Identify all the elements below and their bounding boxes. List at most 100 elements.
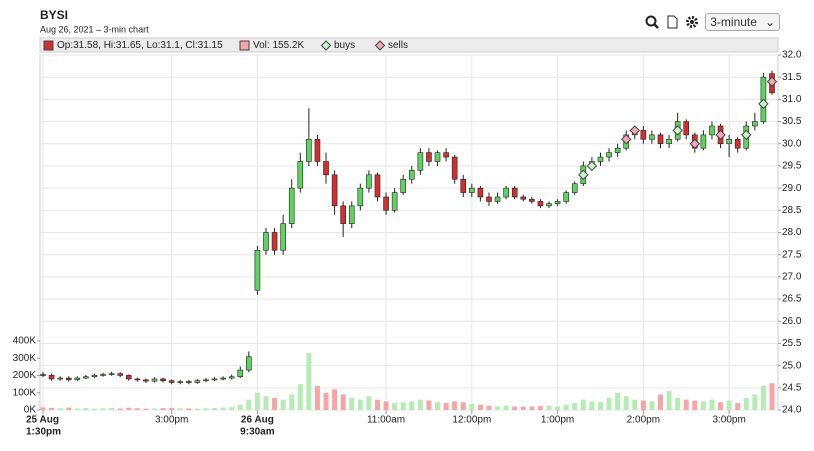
volume-bar [314, 385, 320, 410]
candle-body [65, 377, 72, 381]
volume-bar [503, 405, 509, 410]
volume-bar [743, 397, 749, 410]
candle-body [348, 205, 355, 224]
volume-bar [529, 406, 535, 410]
volume-bar [83, 408, 89, 410]
candle-body [391, 192, 398, 211]
candle-body [246, 356, 252, 371]
volume-bar [400, 402, 406, 410]
candle-body [108, 373, 115, 375]
y-tick-label: 26.5 [782, 294, 802, 305]
volume-bar [109, 407, 115, 410]
y-tick-label: 27.0 [782, 272, 802, 283]
y-tick-label: 27.5 [782, 249, 802, 260]
trade-marker [741, 129, 752, 141]
candle-body [203, 379, 209, 382]
candle-body [125, 375, 132, 380]
volume-bar [649, 401, 655, 410]
candle-body [366, 174, 372, 189]
volume-bar [340, 394, 346, 410]
volume-bar [615, 392, 621, 410]
volume-bar [735, 403, 741, 410]
candle-body [683, 121, 690, 136]
volume-bar [383, 401, 389, 410]
candle-body [640, 130, 647, 140]
volume-bar [435, 402, 441, 410]
volume-bar [675, 397, 681, 410]
trade-marker [586, 160, 598, 172]
candle-body [606, 152, 612, 158]
volume-bar [572, 403, 578, 410]
x-tick-sublabel: 1:30pm [26, 427, 61, 438]
interval-select[interactable]: 3-minute ⌄ [705, 13, 780, 31]
candle-body [194, 380, 201, 383]
y-tick-label: 25.5 [782, 338, 802, 349]
volume-bar [658, 394, 664, 410]
candle-body [143, 379, 149, 382]
volume-bar [486, 405, 492, 410]
volume-bar [151, 408, 157, 410]
trade-marker [715, 129, 726, 141]
volume-bar [203, 408, 209, 410]
volume-bar [443, 403, 449, 410]
zoom-icon[interactable] [645, 15, 660, 29]
x-tick-label: 3:00pm [712, 415, 745, 426]
x-tick-label: 1:00pm [541, 415, 574, 426]
y-tick-label: 29.5 [782, 161, 802, 172]
candle-body [340, 205, 346, 224]
candle-body [400, 178, 407, 193]
volume-bar [169, 407, 175, 410]
volume-bar [606, 397, 612, 410]
x-tick-label: 11:00am [367, 415, 405, 426]
x-tick-label: 25 Aug [26, 415, 59, 426]
x-tick-sublabel: 9:30am [240, 427, 275, 438]
document-icon[interactable] [665, 15, 679, 29]
volume-tick-label: 0K [24, 405, 37, 416]
volume-bar [589, 401, 595, 410]
candle-body [57, 377, 63, 380]
trade-marker [766, 76, 778, 87]
candle-body [91, 375, 98, 378]
candle-body [460, 178, 467, 193]
legend-marker [320, 40, 332, 51]
volume-bar [692, 400, 698, 410]
volume-bar [237, 404, 243, 410]
toolbar: 3-minute ⌄ [645, 13, 780, 31]
volume-bar [186, 408, 192, 410]
candle-body [297, 161, 304, 189]
volume-bar [374, 399, 380, 410]
volume-bar [683, 399, 689, 410]
candle-body [408, 170, 415, 180]
candle-body [666, 139, 672, 145]
candle-body [649, 134, 655, 140]
settings-icon[interactable] [685, 15, 699, 29]
legend-volume: Vol: 155.2K [253, 40, 304, 51]
candle-body [383, 196, 389, 211]
candle-body [228, 376, 235, 379]
volume-bar [469, 403, 475, 410]
candle-body [83, 376, 89, 379]
volume-bar [460, 402, 466, 410]
volume-tick-label: 400K [13, 336, 37, 347]
candle-body [571, 183, 578, 193]
y-tick-label: 26.0 [782, 316, 802, 327]
candle-body [323, 161, 329, 176]
candle-body [314, 139, 321, 162]
volume-bar [40, 407, 46, 410]
volume-bar [177, 408, 183, 410]
candle-body [657, 134, 664, 145]
candle-body [186, 381, 192, 383]
volume-bar [100, 408, 106, 410]
volume-bar [357, 399, 363, 410]
candle-body [709, 125, 715, 136]
volume-bar [563, 404, 569, 410]
volume-bar [760, 385, 766, 410]
y-tick-label: 31.0 [782, 94, 802, 105]
candle-body [417, 152, 424, 171]
volume-bar [709, 399, 715, 410]
candle-body [211, 378, 218, 381]
candle-body [434, 152, 441, 162]
candle-body [374, 174, 381, 198]
candle-body [700, 134, 707, 149]
volume-bar [718, 402, 724, 410]
